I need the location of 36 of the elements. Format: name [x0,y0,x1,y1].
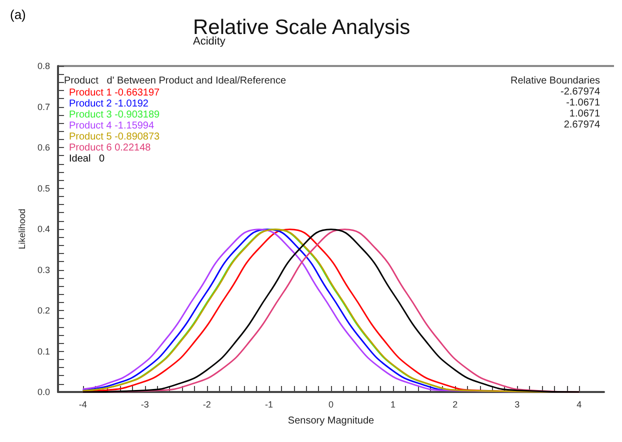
y-tick-label: 0.5 [37,183,50,194]
y-tick-label: 0.2 [37,306,50,316]
x-tick-label: -1 [264,400,273,410]
x-tick-label: -4 [78,400,87,410]
x-tick-label: 0 [328,400,334,410]
text: (a) [10,7,26,22]
text: Product 5 -0.890873 [69,132,160,142]
x-tick-label: 2 [452,400,458,410]
y-tick-label: 0.7 [37,102,50,112]
x-tick-label: 3 [514,400,520,410]
text: Product 2 -1.0192 [69,98,149,110]
y-tick-label: 0.6 [37,142,50,152]
x-tick-label: 1 [390,400,396,410]
line-series [82,228,580,393]
annotation: 1.0671 [569,108,600,120]
text: Product 4 -1.15994 [69,120,154,132]
x-axis-title: Sensory Magnitude [288,416,375,426]
x-tick-label: 4 [576,400,582,410]
y-tick-label: 0.3 [37,264,50,275]
x-tick-label: -2 [202,400,211,410]
legend-title: Product d' Between Product and Ideal/Reference [64,76,286,86]
annotation: Relative Boundaries [510,76,600,86]
text: Product 3 -0.903189 [69,110,160,120]
y-tick-label: 0.1 [37,346,50,356]
y-tick-label: 0.8 [37,61,50,71]
annotation: 2.67974 [564,120,600,130]
y-axis-title: Likelihood [17,208,28,250]
y-tick-label: 0.0 [37,387,50,397]
chart-subtitle: Acidity [193,36,226,48]
text: Product 1 -0.663197 [69,88,160,98]
text: Product 6 0.22148 [69,142,152,154]
annotation: -2.67974 [560,86,600,98]
annotation: -1.0671 [566,98,600,108]
text: Ideal 0 [69,154,106,164]
x-tick-label: -3 [140,400,149,410]
y-tick-label: 0.4 [37,224,50,234]
